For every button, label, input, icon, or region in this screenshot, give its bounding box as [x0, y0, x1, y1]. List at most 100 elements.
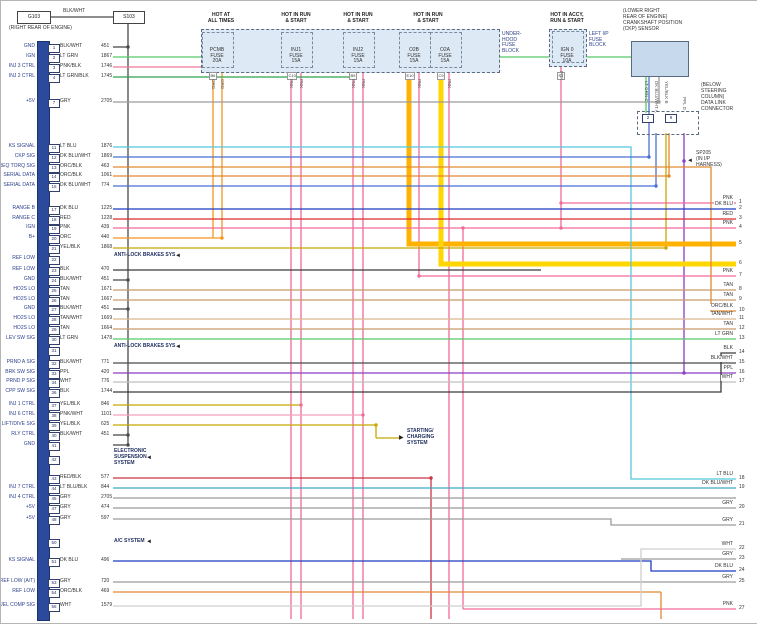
left-row-label: INJ 4 CTRL: [8, 494, 35, 500]
fuse-header: HOT IN ACCY,: [550, 12, 584, 18]
wire-color-code: PPL: [60, 369, 70, 375]
left-row-label: GND: [23, 43, 35, 49]
pin-number: 41: [48, 441, 60, 451]
right-wire-label: TAN: [722, 282, 734, 289]
wire-color-code: ORC/BLK: [60, 172, 82, 178]
right-wire-label: PPL: [722, 365, 734, 372]
wire-circuit-number: 771: [101, 359, 110, 365]
right-wire-label: GRY: [721, 551, 734, 558]
wire-color-code: WHT: [60, 378, 72, 384]
wire-line: [113, 518, 736, 526]
fuse-name: FUSE: [560, 52, 574, 59]
dlc-label: COLUMN): [701, 94, 725, 100]
junction-dot: [682, 159, 686, 163]
right-wire-label: DK BLU/WHT: [701, 480, 734, 487]
wire-circuit-number: 625: [101, 421, 110, 427]
right-wire-label: PNK: [721, 268, 734, 275]
underhood-block-label: HOOD: [502, 36, 517, 43]
right-wire-label: LT BLU: [715, 471, 734, 478]
underhood-block-label: BLOCK: [502, 47, 519, 54]
left-row-label: SERIAL DATA: [3, 172, 35, 178]
wire-color-code: BLK/WHT: [60, 43, 83, 49]
annotation-arrow-icon: ◄: [175, 253, 181, 259]
wire-color-code: BLK: [60, 266, 70, 272]
fuse-rating: 10A: [562, 58, 572, 64]
right-pin-number: 14: [739, 349, 745, 355]
system-annotation: SYSTEM: [114, 460, 135, 466]
left-row-label: REF LOW: [12, 588, 35, 594]
system-annotation: SYSTEM: [407, 440, 428, 446]
right-pin-number: 5: [739, 240, 742, 246]
left-row-label: INJ 1 CTRL: [8, 401, 35, 407]
pin-number: 19: [48, 224, 60, 234]
wire-circuit-number: 1579: [101, 602, 113, 608]
pin-number: 21: [48, 244, 60, 254]
wire-color-code: BLK/WHT: [60, 305, 83, 311]
right-wire-label: DK BLU: [713, 563, 734, 570]
right-wire-label: TAN/WHT: [709, 311, 734, 318]
left-row-label: PRND A SIG: [6, 359, 35, 365]
pin-number: 11: [48, 143, 60, 153]
right-wire-label: BLK: [722, 345, 734, 352]
fuse-name: FUSE: [210, 52, 224, 59]
pin-number: 24: [48, 276, 60, 286]
right-pin-number: 15: [739, 359, 745, 365]
dlc-label: DATA LINK: [701, 100, 726, 106]
pin-number: 56: [48, 602, 60, 612]
left-ip-fuse-block: [549, 29, 587, 67]
wire-color-code: ORC/BLK: [60, 588, 82, 594]
system-annotation: STARTING/: [407, 428, 434, 434]
left-row-label: HO2S LO: [13, 286, 35, 292]
wire-line: [113, 146, 736, 480]
pin-number: 14: [48, 172, 60, 182]
pin-number: 47: [48, 504, 60, 514]
right-pin-number: 18: [739, 475, 745, 481]
left-row-label: RLY CTRL: [11, 431, 35, 437]
rotated-wire-label: PNK: [289, 79, 294, 89]
left-ip-block-label: FUSE: [589, 36, 603, 43]
fuse-cell: [552, 31, 584, 63]
left-row-label: INJ 3 CTRL: [8, 63, 35, 69]
wire-circuit-number: 1869: [101, 153, 113, 159]
ckp-sensor-label: (LOWER RIGHT: [623, 8, 660, 14]
sp205-label: SP205: [696, 150, 712, 156]
junction-dot: [429, 476, 433, 480]
fuse-header: RUN & START: [550, 18, 584, 24]
right-wire-label: PNK: [721, 195, 734, 202]
wire-line: [113, 166, 736, 312]
right-pin-number: 13: [739, 335, 745, 341]
wire-circuit-number: 1667: [101, 296, 113, 302]
wire-color-code: DK BLU/WHT: [60, 182, 91, 188]
rotated-wire-label: PNK: [351, 79, 356, 89]
fuse-name: O2A: [439, 47, 450, 53]
left-row-label: CPP SW SIG: [5, 388, 35, 394]
wire-circuit-number: 1744: [101, 388, 113, 394]
left-row-label: CKP SIG: [14, 153, 35, 159]
sp205-label: (IN I/P: [696, 156, 711, 162]
pin-number: 20: [48, 234, 60, 244]
wire-color-code: GRY: [60, 578, 71, 584]
rotated-wire-label: PPL D: [682, 97, 687, 110]
pin-number: 33: [48, 369, 60, 379]
cavity-label: B6: [209, 72, 217, 80]
right-pin-number: 24: [739, 567, 745, 573]
pin-number: 50: [48, 538, 60, 548]
annotation-arrow-icon: ◄: [146, 539, 152, 545]
left-row-label: GND: [23, 441, 35, 447]
junction-dot: [654, 184, 658, 188]
fuse-cell: [202, 32, 234, 68]
junction-dot: [126, 278, 130, 282]
wire-color-code: LT GRN/BLK: [60, 73, 89, 79]
pin-number: 48: [48, 515, 60, 525]
wire-circuit-number: 469: [101, 588, 110, 594]
fuse-header: HOT AT: [211, 12, 231, 18]
right-pin-number: 4: [739, 224, 742, 230]
pin-number: 18: [48, 215, 60, 225]
wire-circuit-number: 774: [101, 182, 110, 188]
rotated-wire-label: DK BLU/WHT A: [654, 81, 659, 113]
right-pin-number: 9: [739, 296, 742, 302]
left-row-label: HO2S LO: [13, 325, 35, 331]
highlighted-wire: [438, 71, 736, 267]
dlc-label: CONNECTOR: [701, 106, 734, 112]
wire-color-code: YEL/BLK: [60, 244, 81, 250]
